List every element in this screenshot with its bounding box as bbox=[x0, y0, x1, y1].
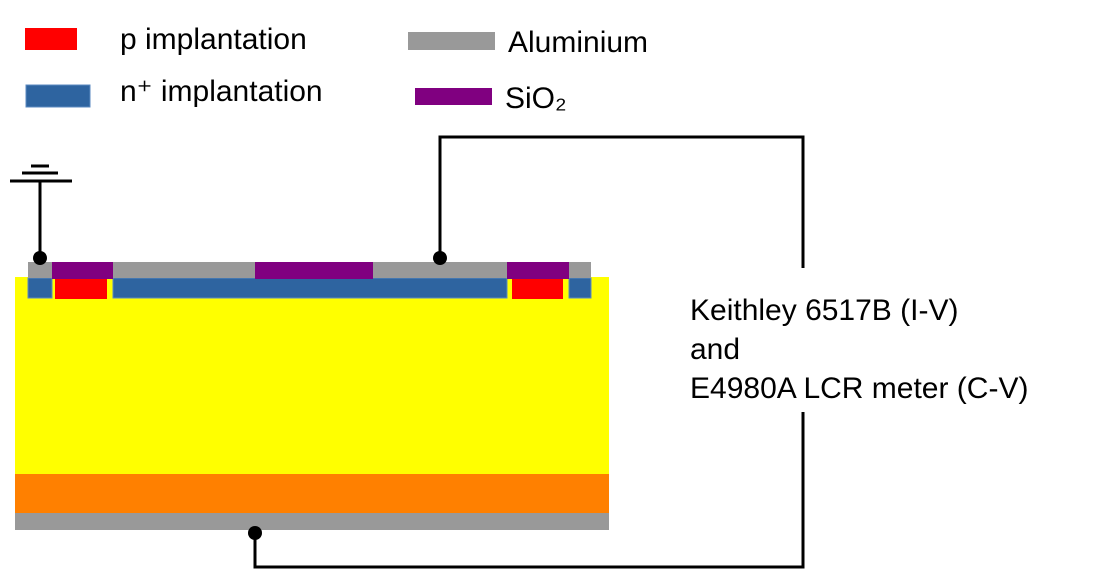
instrument-label: and bbox=[690, 333, 740, 366]
p-implant bbox=[55, 279, 563, 299]
legend-swatch-p bbox=[25, 28, 77, 50]
legend-swatch-sio2 bbox=[415, 88, 492, 105]
backside-aluminium bbox=[15, 513, 609, 530]
backside-implant bbox=[15, 474, 609, 513]
legend-label: SiO₂ bbox=[505, 82, 567, 115]
legend-swatch-al bbox=[408, 32, 495, 50]
legend-label: p implantation bbox=[120, 23, 307, 56]
wiring bbox=[248, 135, 805, 569]
bulk bbox=[15, 277, 609, 474]
legend-label: Aluminium bbox=[508, 26, 648, 59]
legend-swatch-n bbox=[25, 84, 91, 108]
oxide bbox=[52, 262, 569, 279]
aluminium bbox=[28, 262, 591, 278]
ground bbox=[10, 164, 72, 265]
instrument-label: Keithley 6517B (I-V) bbox=[690, 294, 958, 327]
legend-label: n⁺ implantation bbox=[120, 75, 323, 108]
instrument-label: E4980A LCR meter (C-V) bbox=[690, 372, 1028, 405]
